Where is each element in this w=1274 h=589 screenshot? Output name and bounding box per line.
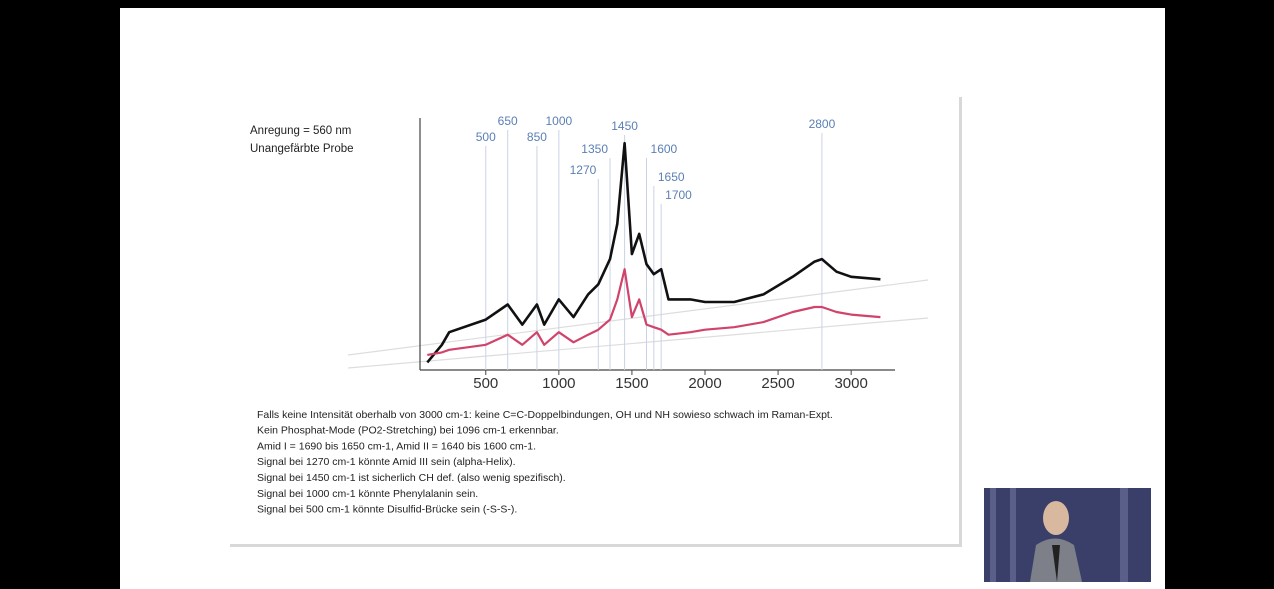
x-tick-label: 1500 (615, 375, 648, 392)
peak-label: 1650 (658, 170, 685, 184)
note-line: Signal bei 1270 cm-1 könnte Amid III sei… (257, 456, 516, 468)
annotation: Unangefärbte Probe (250, 143, 354, 155)
x-tick-label: 1000 (542, 375, 575, 392)
curtain (1010, 488, 1016, 582)
annotation: Anregung = 560 nm (250, 125, 351, 137)
note-line: Falls keine Intensität oberhalb von 3000… (257, 409, 833, 421)
peak-label: 1450 (611, 119, 638, 133)
x-tick-label: 3000 (834, 375, 867, 392)
peak-label: 850 (527, 130, 547, 144)
peak-label: 1270 (570, 163, 597, 177)
note-line: Signal bei 1450 cm-1 ist sicherlich CH d… (257, 472, 566, 484)
note-line: Kein Phosphat-Mode (PO2-Stretching) bei … (257, 425, 559, 437)
peak-label: 500 (476, 130, 496, 144)
peak-label: 1000 (545, 114, 572, 128)
note-line: Signal bei 500 cm-1 könnte Disulfid-Brüc… (257, 504, 517, 516)
screen: Anregung = 560 nm Unangefärbte Probe Fal… (0, 0, 1274, 589)
curtain (1120, 488, 1128, 582)
x-tick-label: 500 (473, 375, 498, 392)
video-inset (984, 488, 1151, 582)
x-tick-label: 2000 (688, 375, 721, 392)
x-tick-label: 2500 (761, 375, 794, 392)
note-line: Signal bei 1000 cm-1 könnte Phenylalanin… (257, 488, 478, 500)
speaker-head (1043, 501, 1069, 535)
peak-label: 1700 (665, 188, 692, 202)
peak-label: 1350 (581, 142, 608, 156)
note-line: Amid I = 1690 bis 1650 cm-1, Amid II = 1… (257, 440, 536, 452)
curtain (990, 488, 996, 582)
page: {"chart_data": {"type": "line", "annotat… (0, 0, 1274, 589)
peak-label: 2800 (809, 117, 836, 131)
peak-label: 650 (498, 114, 518, 128)
peak-label: 1600 (651, 142, 678, 156)
